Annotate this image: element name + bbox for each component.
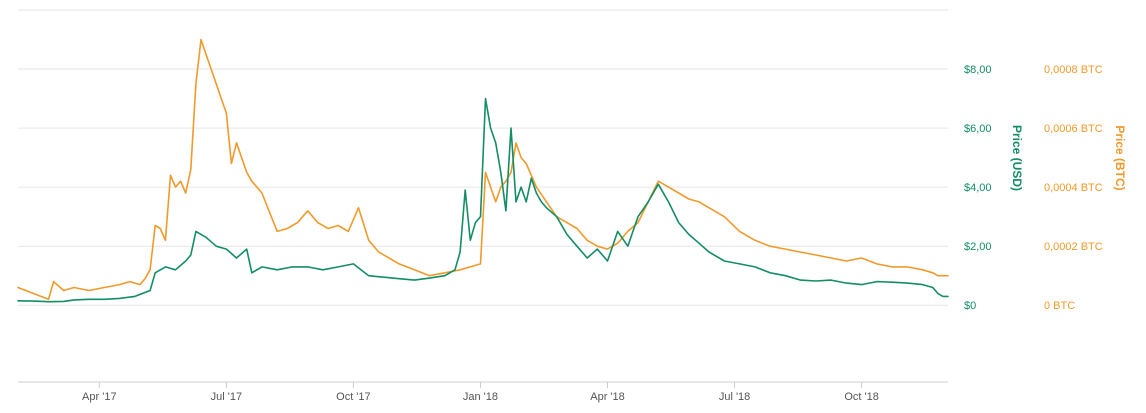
x-tick-label: Jan '18 — [463, 391, 498, 403]
btc-axis-title: Price (BTC) — [1113, 125, 1127, 190]
x-tick-label: Apr '18 — [590, 391, 625, 403]
x-tick-label: Oct '18 — [844, 391, 879, 403]
usd-price-line — [17, 97, 949, 303]
x-axis: Apr '17 Jul '17 Oct '17 Jan '18 Apr '18 Jul '… — [18, 381, 948, 403]
btc-price-line — [17, 38, 949, 301]
x-tick-label: Oct '17 — [336, 391, 371, 403]
btc-tick-label: 0,0006 BTC — [1044, 123, 1103, 135]
y-axis-btc: 0 BTC 0,0002 BTC 0,0004 BTC 0,0006 BTC 0,000… — [1044, 64, 1103, 312]
grid — [18, 9, 948, 306]
btc-tick-label: 0,0008 BTC — [1044, 64, 1103, 76]
usd-tick-label: $0 — [964, 300, 976, 312]
x-tick-label: Apr '17 — [82, 391, 117, 403]
usd-axis-title: Price (USD) — [1010, 125, 1024, 191]
usd-tick-label: $4,00 — [964, 182, 992, 194]
x-tick-label: Jul '17 — [211, 391, 242, 403]
btc-tick-label: 0,0002 BTC — [1044, 241, 1103, 253]
usd-tick-label: $2,00 — [964, 241, 992, 253]
x-tick-label: Jul '18 — [719, 391, 750, 403]
btc-tick-label: 0,0004 BTC — [1044, 182, 1103, 194]
y-axis-usd: $0 $2,00 $4,00 $6,00 $8,00 — [964, 64, 992, 312]
usd-tick-label: $6,00 — [964, 123, 992, 135]
usd-tick-label: $8,00 — [964, 64, 992, 76]
btc-tick-label: 0 BTC — [1044, 300, 1075, 312]
series-lines — [17, 38, 949, 303]
